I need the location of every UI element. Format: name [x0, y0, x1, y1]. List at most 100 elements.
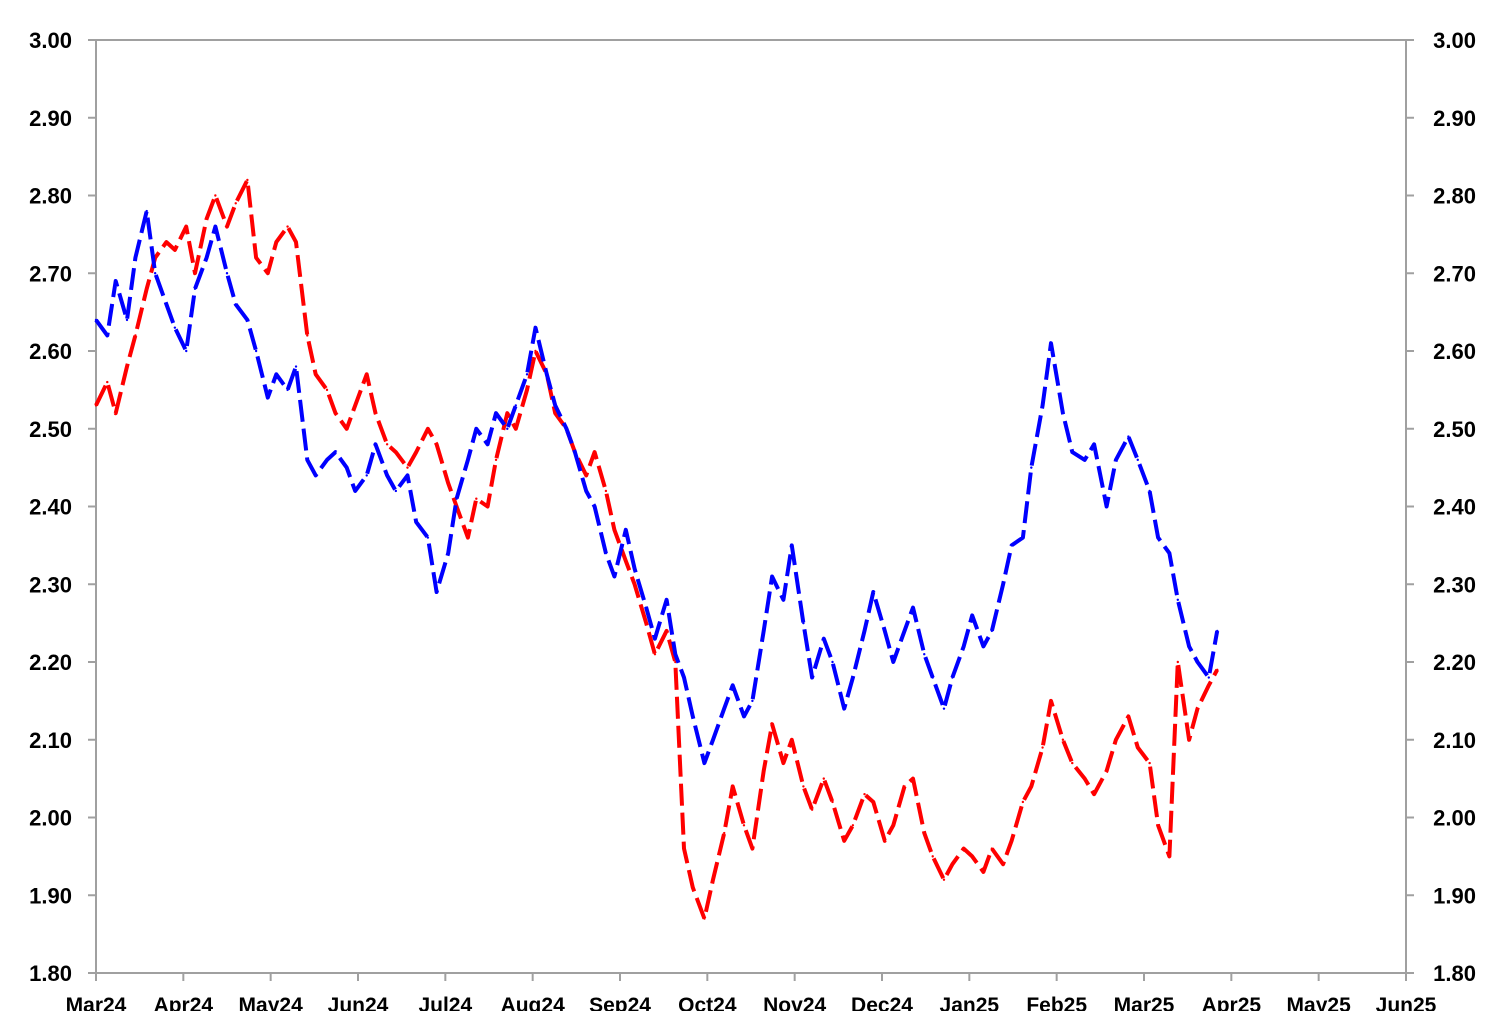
series-2-point [1168, 551, 1171, 555]
series-1-point [205, 217, 208, 221]
series-2-point [314, 474, 317, 477]
x-tick-label: Jan25 [940, 994, 1000, 1011]
series-2-point [234, 303, 237, 306]
series-1-point [365, 373, 368, 376]
series-2-point [665, 598, 668, 601]
series-2-point [1021, 536, 1025, 539]
y-tick-label-left: 2.50 [29, 417, 72, 442]
series-1-point [1083, 777, 1086, 780]
series-2-point [475, 427, 478, 430]
x-tick-label: Mar24 [66, 994, 127, 1011]
series-1-point [1114, 738, 1118, 741]
series-1-point [1216, 668, 1219, 671]
series-2-point [1010, 544, 1013, 547]
series-1-point [266, 272, 269, 275]
series-1-point [1061, 738, 1065, 741]
series-2-point [185, 349, 188, 353]
series-2-point [554, 404, 557, 407]
series-1-point [475, 497, 478, 500]
series-1-point [534, 349, 537, 353]
series-1-point [742, 824, 746, 827]
x-tick-label: Jun25 [1376, 994, 1437, 1011]
series-2-point [613, 575, 616, 578]
series-1-point [604, 489, 608, 493]
series-1-point [711, 878, 715, 881]
series-2-point [942, 707, 946, 710]
series-2-point [275, 373, 278, 376]
series-1-point [294, 240, 298, 244]
series-2-point [306, 458, 309, 462]
series-2-point [762, 629, 765, 633]
series-2-point [1127, 435, 1130, 438]
series-1-point [415, 450, 418, 454]
series-2-point [466, 458, 470, 462]
series-2-point [593, 505, 596, 508]
series-1-point [214, 194, 217, 197]
series-1-point [225, 225, 229, 228]
series-1-point [892, 824, 895, 827]
series-1-point [990, 847, 994, 850]
y-tick-label-right: 2.20 [1433, 650, 1476, 675]
series-2-point [1187, 645, 1191, 648]
series-2-point [1030, 466, 1033, 469]
series-1-point [466, 536, 470, 539]
y-tick-label-left: 2.30 [29, 572, 72, 597]
series-2-point [525, 373, 529, 376]
series-1-point [193, 272, 197, 275]
y-tick-label-right: 1.80 [1433, 961, 1476, 986]
series-2-point [1071, 450, 1074, 454]
series-1-point [446, 481, 450, 485]
series-2-point [1105, 505, 1108, 508]
series-2-point [923, 653, 926, 656]
y-tick-label-right: 2.00 [1433, 806, 1476, 831]
series-2-point [1148, 489, 1151, 493]
series-2-point [565, 427, 568, 430]
series-1-point [1021, 800, 1025, 804]
x-tick-label: Oct24 [678, 994, 737, 1011]
series-2-point [145, 209, 148, 213]
x-tick-label: Dec24 [851, 994, 913, 1011]
series-1-point [345, 427, 348, 430]
x-tick-label: Apr24 [154, 994, 214, 1011]
x-tick-label: Apr25 [1202, 994, 1262, 1011]
series-2-point [872, 590, 875, 594]
series-2-point [731, 684, 734, 687]
series-2-point [353, 489, 357, 493]
series-1-point [435, 443, 438, 446]
series-1-point [1136, 746, 1139, 749]
series-1-point [1148, 761, 1151, 765]
series-1-point [334, 412, 337, 415]
series-2-point [334, 450, 337, 454]
series-1-point [1168, 855, 1171, 858]
series-1-point [883, 839, 887, 843]
series-2-point [674, 653, 677, 656]
series-2-point [114, 279, 117, 283]
y-axis-right: 1.80 1.90 2.00 2.10 2.20 2.30 2.40 2.50 2.60 2.70… [1406, 28, 1476, 986]
series-2-point [1156, 536, 1160, 539]
series-1-point [374, 412, 377, 415]
series-1-point [234, 202, 237, 205]
series-2-point [435, 590, 438, 594]
series-1-point [802, 785, 805, 788]
y-tick-label-left: 2.00 [29, 806, 72, 831]
series-2-point [286, 388, 289, 392]
y-tick-label-left: 2.40 [29, 495, 72, 520]
series-1-point [286, 225, 289, 228]
series-2-point [982, 645, 985, 648]
y-tick-label-right: 2.30 [1433, 572, 1476, 597]
series-2-point [374, 443, 377, 446]
series-2-point [931, 676, 934, 679]
series-1-point [275, 240, 278, 244]
series-2-point [1092, 443, 1096, 446]
series-1-point [1030, 785, 1033, 788]
series-1-point [406, 466, 409, 469]
series-1-point [731, 785, 734, 788]
series-2-point [990, 629, 994, 633]
series-1-point [822, 777, 825, 780]
series-1-point [1127, 715, 1130, 718]
series-2-point [246, 318, 249, 322]
series-2-point [1083, 458, 1086, 462]
series-1-point [1176, 660, 1180, 664]
series-1-point [1207, 684, 1210, 687]
series-1-point [762, 769, 765, 773]
